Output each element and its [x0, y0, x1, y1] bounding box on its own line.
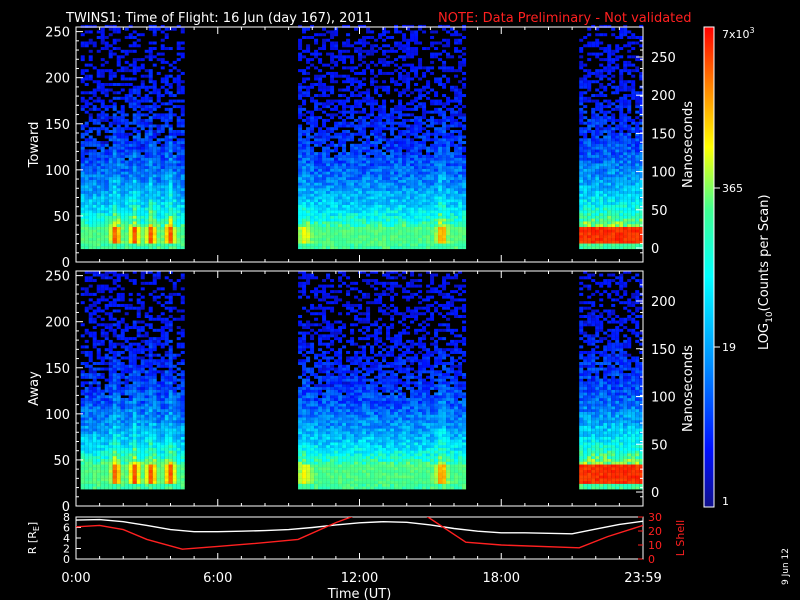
right-tick-label: 250	[651, 51, 676, 66]
figure-title: TWINS1: Time of Flight: 16 Jun (day 167)…	[65, 11, 372, 26]
x-tick-label: 0:00	[61, 571, 90, 586]
heatmap-interval-0	[80, 270, 185, 490]
preliminary-note: NOTE: Data Preliminary - Not validated	[438, 11, 692, 26]
heatmap-interval-1	[298, 270, 467, 490]
heatmap-interval-2	[579, 270, 644, 490]
lshell-tick-label: 10	[648, 539, 662, 552]
orbit-ylabel: R [RE]	[26, 522, 41, 554]
right-tick-label: 0	[651, 486, 659, 501]
y-tick-label: 50	[53, 454, 70, 469]
date-stamp: 9 Jun 12	[781, 548, 791, 585]
x-tick-label: 6:00	[203, 571, 232, 586]
y-tick-label: 250	[45, 270, 70, 285]
lshell-label: L Shell	[674, 520, 687, 556]
orbit-y-tick-label: 0	[63, 553, 70, 566]
panel-toward: 0 50 100 150 200 250 Toward 0 50 100 150 200 250 Nano…	[27, 24, 696, 271]
y-tick-label: 200	[45, 72, 70, 87]
lshell-line	[76, 517, 643, 550]
colorbar-tick-top: 7x103	[722, 26, 755, 41]
colorbar-tick-1: 1	[722, 495, 729, 508]
colorbar: 7x103 365 19 1 LOG10(Counts per Scan)	[703, 26, 775, 508]
lshell-tick-label: 20	[648, 525, 662, 538]
right-tick-label: 200	[651, 89, 676, 104]
panel-ylabel: Away	[27, 371, 42, 406]
x-tick-label: 23:59	[624, 571, 661, 586]
orbit-y-tick-label: 8	[63, 511, 70, 524]
x-axis-label: Time (UT)	[327, 587, 392, 600]
y-tick-label: 150	[45, 362, 70, 377]
right-axis-label: Nanoseconds	[681, 101, 696, 188]
orbit-y-tick-label: 2	[63, 543, 70, 556]
colorbar-label: LOG10(Counts per Scan)	[757, 194, 775, 350]
colorbar-tick-19: 19	[722, 341, 736, 354]
x-tick-label: 18:00	[483, 571, 520, 586]
y-tick-label: 150	[45, 118, 70, 133]
lshell-tick-label: 30	[648, 511, 662, 524]
right-axis-label: Nanoseconds	[681, 345, 696, 432]
right-tick-label: 50	[651, 204, 668, 219]
right-tick-label: 150	[651, 127, 676, 142]
y-tick-label: 0	[62, 500, 70, 515]
right-tick-label: 100	[651, 166, 676, 181]
y-tick-label: 250	[45, 26, 70, 41]
lshell-tick-label: 0	[648, 553, 655, 566]
x-tick-label: 12:00	[341, 571, 378, 586]
orbit-y-tick-label: 6	[63, 522, 70, 535]
y-tick-label: 0	[62, 256, 70, 271]
right-tick-label: 150	[651, 343, 676, 358]
y-tick-label: 100	[45, 408, 70, 423]
panel-ylabel: Toward	[27, 122, 42, 169]
radius-line	[76, 518, 643, 535]
heatmap-interval-0	[80, 24, 185, 250]
heatmap-interval-2	[579, 24, 644, 250]
right-tick-label: 50	[651, 438, 668, 453]
y-tick-label: 200	[45, 316, 70, 331]
right-tick-label: 100	[651, 391, 676, 406]
heatmap-interval-1	[298, 24, 467, 250]
y-tick-label: 100	[45, 164, 70, 179]
right-tick-label: 200	[651, 295, 676, 310]
orbit-frame	[75, 516, 644, 560]
right-tick-label: 0	[651, 242, 659, 257]
colorbar-strip	[703, 26, 715, 508]
colorbar-tick-365: 365	[722, 182, 743, 195]
orbit-y-tick-label: 4	[63, 532, 70, 545]
y-tick-label: 50	[53, 210, 70, 225]
panel-away: 0 50 100 150 200 250 Away 0 50 100 150 200 Nanosecon…	[27, 270, 696, 515]
